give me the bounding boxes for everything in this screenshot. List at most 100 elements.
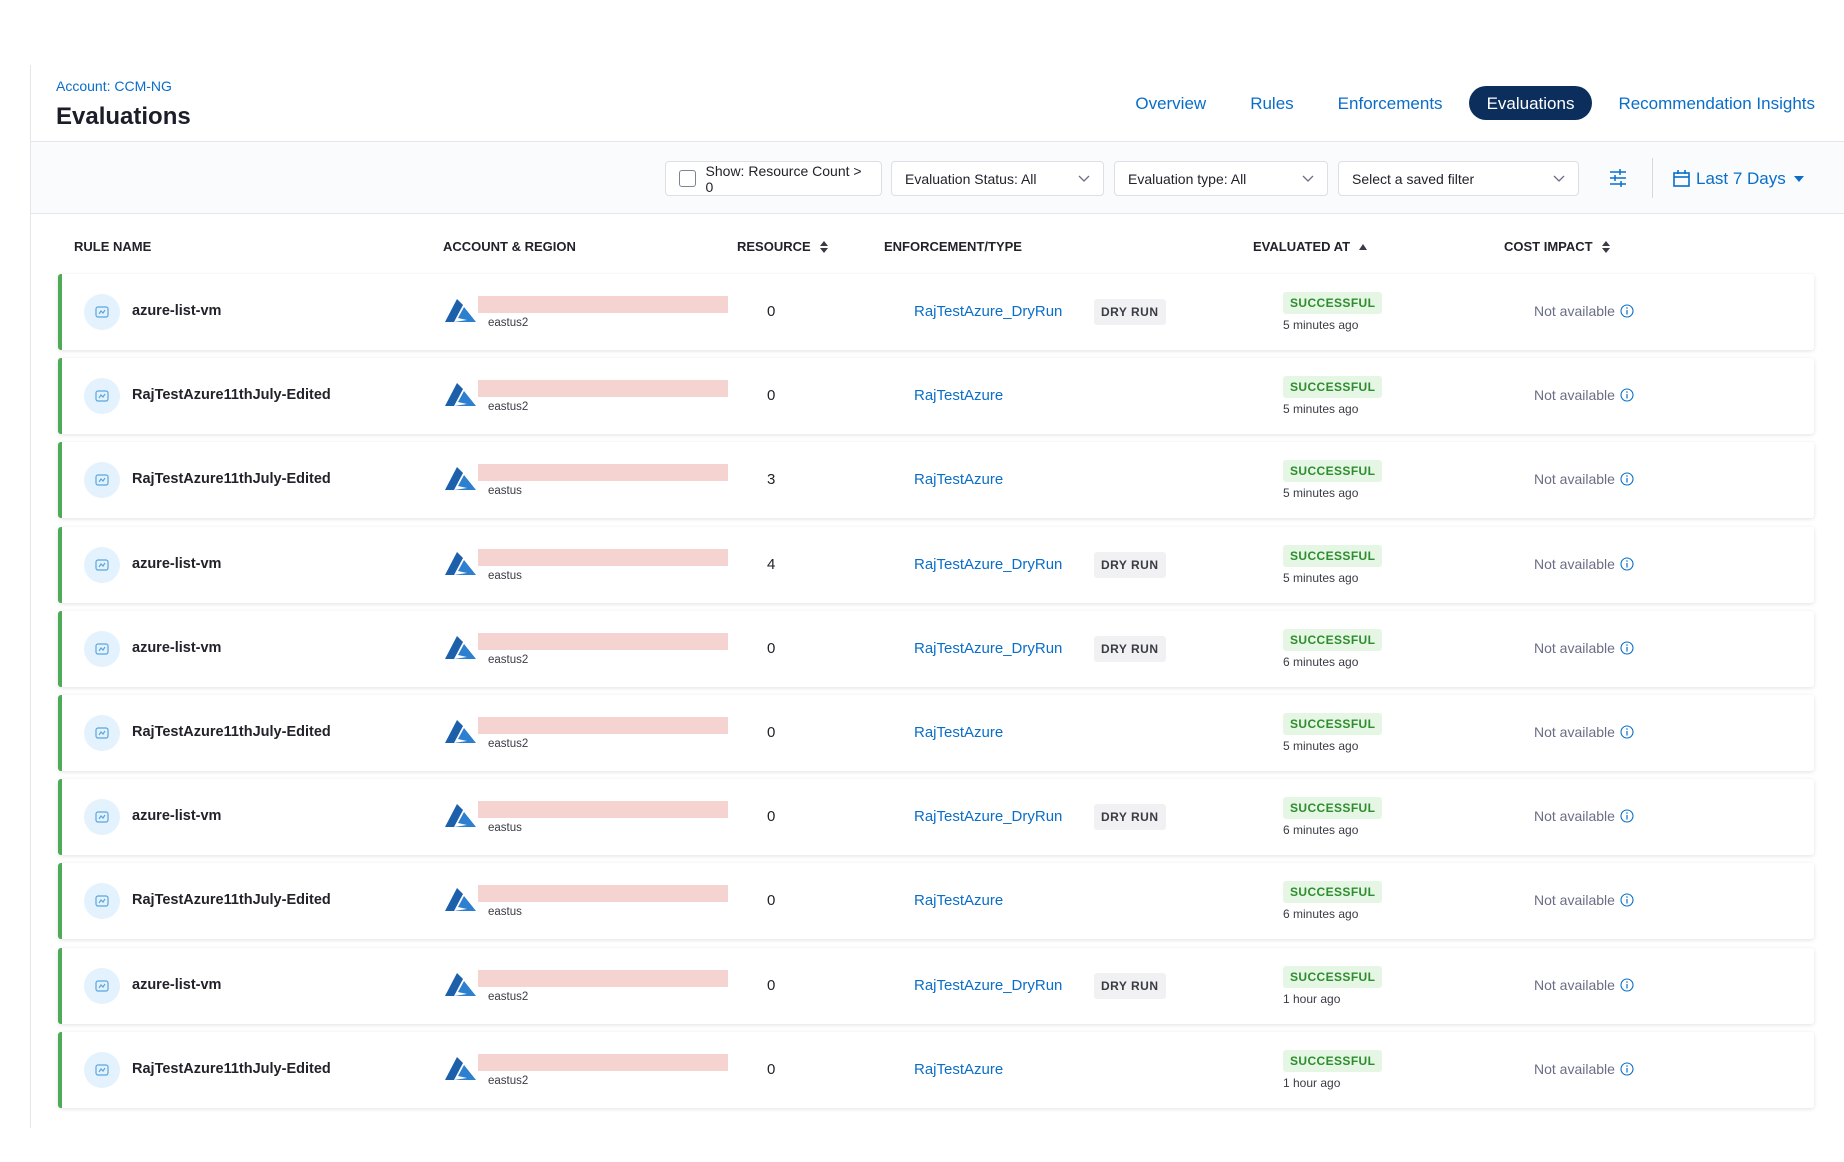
- info-icon[interactable]: [1620, 1062, 1634, 1076]
- tab[interactable]: Recommendation Insights: [1618, 94, 1815, 113]
- status-badge: SUCCESSFUL: [1283, 628, 1383, 651]
- enforcement-link[interactable]: RajTestAzure: [914, 471, 1004, 489]
- rule-icon: [95, 558, 109, 571]
- table-row[interactable]: RajTestAzure11thJuly-Edited eastus 3 RajTes…: [58, 442, 1814, 519]
- azure-logo: [445, 551, 476, 575]
- tab[interactable]: Overview: [1135, 94, 1207, 113]
- account-logo: [444, 635, 477, 665]
- account-logo: [444, 887, 477, 917]
- sort-icon[interactable]: [1601, 240, 1611, 254]
- enforcement-type: DRY RUN: [1094, 635, 1166, 662]
- resource-count: 0: [767, 387, 776, 405]
- resource-count-checkbox[interactable]: Show: Resource Count > 0: [665, 161, 882, 196]
- resource-count: 0: [767, 303, 776, 320]
- evaluated-time: 5 minutes ago: [1283, 739, 1359, 753]
- rule-icon-bg: [84, 715, 120, 751]
- enforcement-type: DRY RUN: [1094, 972, 1166, 999]
- azure-logo: [445, 720, 476, 743]
- enforcement-link[interactable]: RajTestAzure_DryRun: [914, 303, 1063, 320]
- checkbox[interactable]: [679, 170, 696, 187]
- region: eastus: [488, 822, 522, 835]
- azure-logo: [445, 299, 476, 322]
- evaluated-time: 5 minutes ago: [1283, 402, 1359, 417]
- status-badge: SUCCESSFUL: [1283, 292, 1383, 314]
- filter-settings-icon[interactable]: [1608, 168, 1628, 188]
- azure-logo: [445, 804, 476, 828]
- table-row[interactable]: RajTestAzure11thJuly-Edited eastus2 0 RajTe…: [58, 1031, 1814, 1108]
- region: eastus2: [488, 317, 529, 329]
- resource-count: 4: [767, 555, 776, 573]
- resource-count: 0: [767, 808, 776, 826]
- cost-label: Not available: [1534, 976, 1615, 993]
- resource-count: 0: [767, 892, 776, 910]
- cost-impact: Not available: [1534, 471, 1634, 487]
- cost-label: Not available: [1534, 1060, 1615, 1077]
- column-label: RULE NAME: [74, 239, 152, 254]
- cost-impact: Not available: [1534, 640, 1634, 656]
- info-icon[interactable]: [1620, 304, 1634, 318]
- dropdown[interactable]: Evaluation type: All: [1114, 161, 1328, 196]
- status-badge: SUCCESSFUL: [1283, 376, 1383, 399]
- redacted-account: [478, 548, 728, 566]
- rule-icon-bg: [84, 546, 120, 583]
- region: eastus2: [488, 653, 529, 666]
- date-picker[interactable]: Last 7 Days: [1673, 161, 1806, 196]
- redacted-account: [478, 885, 728, 903]
- table-row[interactable]: azure-list-vm eastus2 0 RajTestAzure_DryRun…: [58, 274, 1814, 350]
- enforcement-type: DRY RUN: [1094, 804, 1166, 831]
- enforcement-link[interactable]: RajTestAzure: [914, 1060, 1004, 1078]
- dropdown[interactable]: Select a saved filter: [1338, 161, 1579, 196]
- info-icon[interactable]: [1620, 641, 1634, 655]
- enforcement-link[interactable]: RajTestAzure: [914, 724, 1004, 741]
- enforcement-link[interactable]: RajTestAzure: [914, 387, 1004, 405]
- info-icon[interactable]: [1620, 388, 1634, 402]
- table-row[interactable]: RajTestAzure11thJuly-Edited eastus2 0 RajTe…: [58, 695, 1814, 771]
- azure-logo: [445, 888, 476, 912]
- cost-impact: Not available: [1534, 387, 1634, 403]
- rule-name: azure-list-vm: [132, 303, 222, 319]
- tab[interactable]: Evaluations: [1468, 86, 1593, 120]
- redacted-account: [478, 717, 728, 734]
- cost-label: Not available: [1534, 387, 1615, 404]
- redacted-account: [478, 801, 728, 819]
- rule-name: RajTestAzure11thJuly-Edited: [132, 387, 331, 404]
- enforcement-link[interactable]: RajTestAzure_DryRun: [914, 976, 1063, 994]
- region: eastus2: [488, 401, 529, 414]
- rule-name: RajTestAzure11thJuly-Edited: [132, 471, 331, 488]
- evaluated-time: 1 hour ago: [1283, 991, 1341, 1006]
- table-row[interactable]: azure-list-vm eastus2 0 RajTestAzure_DryRun…: [58, 947, 1814, 1024]
- tab[interactable]: Rules: [1250, 94, 1294, 113]
- table-row[interactable]: azure-list-vm eastus 0 RajTestAzure_DryRun D…: [58, 779, 1814, 856]
- info-icon[interactable]: [1620, 725, 1634, 739]
- cost-impact: Not available: [1534, 892, 1634, 908]
- info-icon[interactable]: [1620, 472, 1634, 486]
- region: eastus2: [488, 1074, 529, 1087]
- cost-impact: Not available: [1534, 556, 1634, 572]
- redacted-account: [478, 1053, 728, 1071]
- date-label: Last 7 Days: [1696, 168, 1786, 188]
- table-row[interactable]: RajTestAzure11thJuly-Edited eastus2 0 RajTe…: [58, 358, 1814, 435]
- cost-label: Not available: [1534, 555, 1615, 572]
- info-icon[interactable]: [1620, 809, 1634, 823]
- azure-logo: [445, 1056, 476, 1080]
- column-label: RESOURCE: [737, 239, 811, 254]
- rule-icon: [95, 727, 109, 739]
- enforcement-link[interactable]: RajTestAzure_DryRun: [914, 639, 1063, 657]
- breadcrumb[interactable]: Account: CCM-NG: [56, 78, 172, 94]
- table-row[interactable]: azure-list-vm eastus2 0 RajTestAzure_DryRun…: [58, 610, 1814, 687]
- info-icon[interactable]: [1620, 557, 1634, 571]
- table-row[interactable]: azure-list-vm eastus 4 RajTestAzure_DryRun D…: [58, 526, 1814, 603]
- column-label: COST IMPACT: [1504, 239, 1593, 254]
- tab[interactable]: Enforcements: [1337, 94, 1443, 113]
- sort-asc-icon[interactable]: [1358, 243, 1368, 251]
- azure-logo: [445, 972, 476, 996]
- info-icon[interactable]: [1620, 978, 1634, 992]
- enforcement-link[interactable]: RajTestAzure_DryRun: [914, 555, 1063, 573]
- table-row[interactable]: RajTestAzure11thJuly-Edited eastus 0 RajTes…: [58, 863, 1814, 940]
- rule-icon: [95, 979, 109, 992]
- enforcement-link[interactable]: RajTestAzure: [914, 892, 1004, 910]
- sort-icon[interactable]: [819, 240, 829, 254]
- dropdown[interactable]: Evaluation Status: All: [891, 161, 1104, 196]
- info-icon[interactable]: [1620, 893, 1634, 907]
- enforcement-link[interactable]: RajTestAzure_DryRun: [914, 808, 1063, 826]
